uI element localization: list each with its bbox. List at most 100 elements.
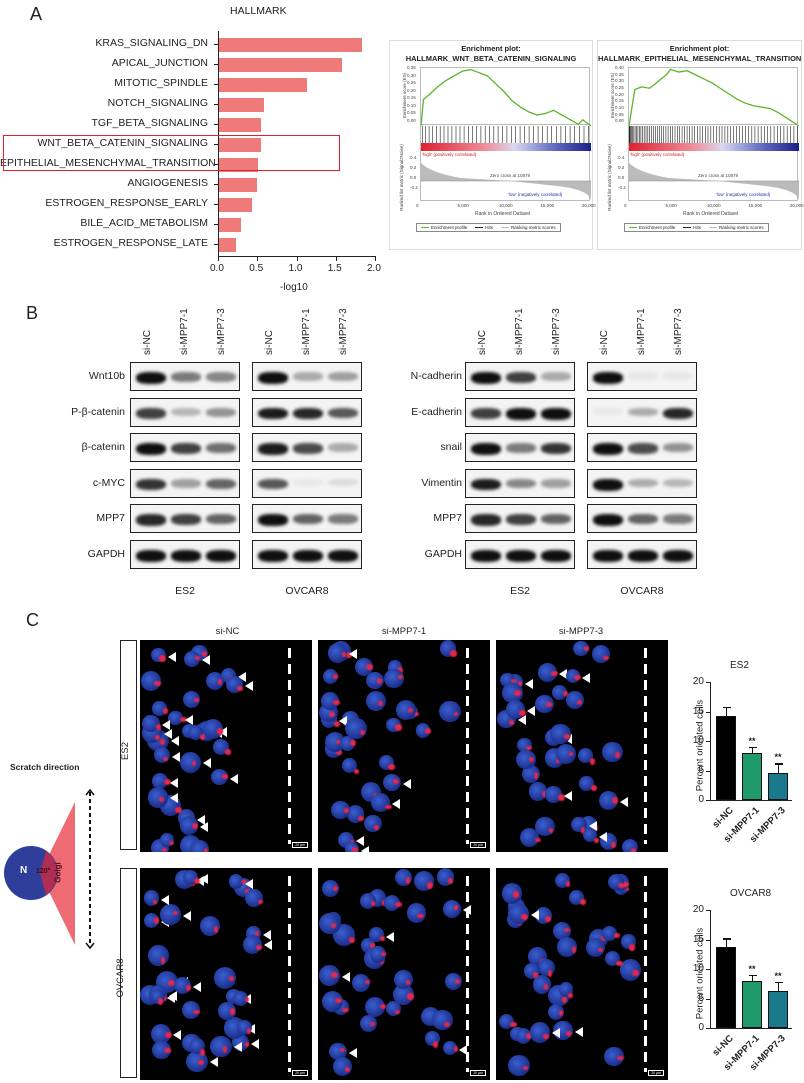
lower-y-tick-label: 0.2: [410, 165, 417, 170]
blot-strip: [252, 362, 362, 391]
golgi-signal: [258, 900, 264, 905]
oriented-cell-arrow-icon: [170, 777, 179, 788]
golgi-signal: [395, 1010, 400, 1015]
y-tick-label: 20: [692, 676, 704, 687]
oriented-cell-arrow-icon: [167, 651, 176, 662]
y-tick-label: 0.05: [407, 110, 416, 116]
golgi-signal: [563, 928, 571, 933]
scratch-edge-line: [466, 648, 469, 844]
golgi-signal: [194, 878, 201, 884]
ranked-list-plot: [420, 151, 591, 201]
protein-band: [628, 407, 658, 417]
gsea-title: Enrichment plot:: [461, 44, 521, 53]
significance-marker: **: [748, 963, 756, 974]
golgi-signal: [574, 674, 582, 680]
golgi-signal: [559, 1009, 564, 1017]
nucleus: [552, 921, 571, 940]
protein-label: Wnt10b: [88, 370, 125, 382]
oriented-cell-arrow-icon: [173, 1029, 182, 1040]
golgi-signal: [594, 838, 599, 843]
golgi-signal: [406, 993, 414, 1000]
nucleus: [502, 682, 523, 704]
legend-item: Ranking metric scores: [709, 225, 764, 230]
golgi-signal: [164, 1047, 172, 1054]
nucleus: [182, 869, 198, 886]
nucleus: [365, 671, 384, 690]
legend-item: Ranking metric scores: [501, 225, 556, 230]
oriented-cell-arrow-icon: [262, 930, 271, 941]
golgi-signal: [523, 1066, 529, 1071]
nucleus: [550, 723, 571, 744]
microscopy-image: 20 μm: [496, 868, 668, 1080]
es-plot-area: [628, 67, 800, 127]
oriented-cell-arrow-icon: [517, 715, 526, 726]
condition-header: si-MPP7-1: [381, 626, 427, 637]
protein-label: snail: [440, 441, 462, 453]
bar: [219, 218, 241, 232]
protein-band: [171, 443, 201, 454]
golgi-signal: [453, 711, 458, 717]
nucleus: [602, 742, 623, 763]
protein-band: [541, 407, 571, 420]
error-cap: [748, 974, 757, 977]
nucleus: [152, 772, 169, 789]
golgi-signal: [203, 848, 208, 852]
protein-band: [593, 443, 623, 455]
blot-strip: [587, 504, 697, 533]
y-tick-label: 0.35: [407, 65, 416, 70]
nucleus: [321, 691, 340, 710]
y-tick: [706, 741, 710, 743]
golgi-signal: [359, 729, 366, 735]
x-tick-label: 2.0: [367, 263, 381, 274]
oriented-cell-arrow-icon: [219, 727, 228, 738]
oriented-cell-arrow-icon: [574, 1026, 583, 1037]
y-tick-label: 10: [692, 963, 704, 974]
golgi-signal: [333, 886, 338, 892]
row-label-es2: ES2: [120, 721, 132, 781]
protein-band: [328, 407, 358, 418]
golgi-signal: [369, 1022, 375, 1027]
nucleus: [233, 990, 249, 1006]
ranked-list-plot: [628, 151, 799, 201]
x-tick-label: 1.0: [288, 263, 303, 274]
scratch-direction-title: Scratch direction: [10, 762, 80, 772]
blot-strip: [587, 397, 697, 427]
y-tick-label: 0: [698, 1022, 704, 1033]
lane-label: si-NC: [477, 330, 488, 355]
golgi-signal: [365, 979, 370, 985]
blot-strip: [130, 433, 240, 462]
golgi-signal: [521, 913, 528, 921]
chart-title: ES2: [730, 660, 749, 671]
golgi-signal: [576, 699, 582, 706]
protein-band: [506, 443, 536, 453]
golgi-signal: [568, 751, 574, 757]
protein-band: [593, 478, 623, 491]
protein-band: [171, 549, 201, 562]
nucleus: [218, 1001, 236, 1020]
oriented-cell-arrow-icon: [202, 655, 211, 666]
golgi-signal: [508, 720, 515, 726]
bar: [716, 715, 736, 800]
nucleus: [183, 650, 201, 667]
scale-bar: 20 μm: [470, 842, 486, 848]
blot-strip: [465, 362, 575, 391]
bar: [219, 58, 343, 72]
oriented-cell-arrow-icon: [172, 751, 181, 762]
nucleus-label: N: [20, 865, 28, 876]
golgi-signal: [168, 840, 175, 846]
y-tick-label: 0.00: [407, 117, 416, 123]
golgi-signal: [615, 751, 620, 759]
golgi-signal: [154, 681, 162, 686]
panel-b-letter: B: [26, 303, 39, 323]
y-tick: [214, 84, 218, 86]
golgi-signal: [614, 933, 621, 939]
protein-band: [328, 514, 358, 524]
western-blot-emt-panel: si-NC si-MPP7-1 si-MPP7-3 ES2 si-NC si-MPP7-1…: [400, 295, 804, 605]
golgi-signal: [198, 1059, 204, 1065]
protein-label: β-catenin: [81, 441, 125, 453]
y-tick-label: 0.40: [615, 65, 624, 70]
nucleus: [578, 748, 594, 764]
lane-label: si-MPP7-1: [301, 308, 312, 355]
nucleus: [394, 969, 414, 989]
golgi-signal: [229, 1008, 235, 1015]
